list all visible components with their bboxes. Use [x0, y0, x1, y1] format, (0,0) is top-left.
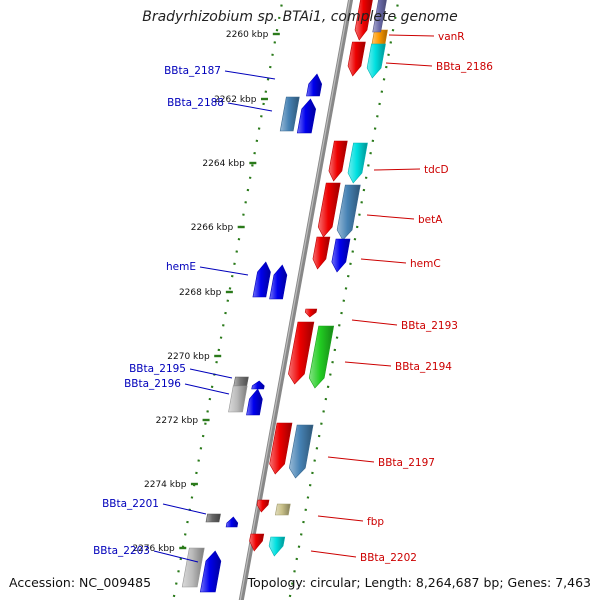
- callout-line: [227, 102, 273, 112]
- gene-label-right: vanR: [438, 31, 465, 43]
- gene-label-left: BBta_2187: [164, 65, 221, 77]
- gene-label-left: BBta_2188: [167, 97, 224, 109]
- genome-title: Bradyrhizobium sp. BTAi1, complete genom…: [142, 9, 458, 25]
- callout-line: [327, 456, 375, 463]
- gene-label-left: BBta_2203: [93, 545, 150, 557]
- gene-label-right: BBta_2194: [395, 361, 452, 373]
- gene-label-right: betA: [418, 214, 443, 226]
- callout-line: [224, 70, 276, 80]
- gene-arrow-bbta2201-blue: [225, 516, 239, 528]
- callout-line: [153, 550, 199, 563]
- gene-label-left: BBta_2201: [102, 498, 159, 510]
- scale-tick-label: 2274 kbp: [144, 480, 187, 490]
- topology-label: Topology: circular; Length: 8,264,687 bp…: [247, 575, 591, 590]
- scale-ring-inner: [172, 0, 284, 600]
- gene-arrow-bbta2195-gray: [233, 376, 249, 387]
- gene-arrow-hemE-blue-2: [269, 264, 288, 300]
- callout-line: [310, 550, 357, 558]
- gene-arrow-bbta2188-blue: [296, 98, 317, 134]
- genome-backbone: [238, 0, 354, 600]
- gene-arrow-vanR-region-red: [354, 0, 373, 41]
- gene-arrow-bbta2193-red: [304, 308, 318, 318]
- gene-arrow-bbta2188-steel: [279, 96, 300, 132]
- gene-arrow-bbta2186-cyan: [366, 43, 386, 79]
- gene-label-right: hemC: [410, 258, 441, 270]
- callout-line: [344, 361, 392, 367]
- gene-label-right: BBta_2202: [360, 552, 417, 564]
- callout-line: [199, 266, 249, 276]
- gene-arrow-vanR-region-navy: [372, 0, 387, 33]
- scale-tick-label: 2272 kbp: [156, 416, 199, 426]
- gene-arrow-betA-steel: [336, 184, 361, 241]
- gene-arrow-bbta2195-blue: [251, 380, 265, 390]
- gene-arrow-tdcD-red: [328, 140, 348, 182]
- gene-arrow-bbta2194-green: [308, 325, 335, 389]
- gene-layer: [181, 0, 388, 593]
- scale-tick-label: 2262 kbp: [214, 95, 257, 105]
- gene-arrow-hemC-red: [312, 236, 331, 270]
- scale-tick-label: 2270 kbp: [167, 352, 210, 362]
- callout-line: [360, 258, 407, 264]
- gene-label-left: BBta_2195: [129, 363, 186, 375]
- gene-arrow-bbta2197-red: [269, 422, 293, 475]
- callout-line: [373, 168, 421, 171]
- gene-arrow-bbta2202-cyan: [268, 536, 286, 557]
- gene-arrow-fbp-red: [256, 499, 270, 513]
- gene-arrow-bbta2194-red: [288, 321, 315, 385]
- gene-arrow-bbta2202-red: [249, 533, 265, 552]
- gene-label-right: BBta_2197: [378, 457, 435, 469]
- gene-label-right: BBta_2186: [436, 61, 493, 73]
- scale-ring-outer: [288, 0, 400, 600]
- scale-tick-label: 2276 kbp: [132, 544, 175, 554]
- gene-arrow-tdcD-cyan: [347, 142, 368, 184]
- callout-line: [388, 34, 435, 37]
- gene-arrow-bbta2196-silver: [228, 385, 248, 413]
- scale-tick-label: 2260 kbp: [226, 30, 269, 40]
- gene-label-left: BBta_2196: [124, 378, 181, 390]
- gene-label-right: BBta_2193: [401, 320, 458, 332]
- gene-arrow-bbta2186-red: [347, 41, 366, 77]
- scale-tick-label: 2266 kbp: [191, 223, 234, 233]
- callout-line: [162, 503, 207, 515]
- callout-line: [366, 214, 415, 220]
- gene-arrow-bbta2203-blue: [199, 550, 222, 593]
- gene-label-left: hemE: [166, 261, 196, 273]
- gene-arrow-hemE-blue-1: [252, 261, 271, 298]
- scale-tick-label: 2264 kbp: [202, 159, 245, 169]
- gene-arrow-fbp-khaki: [274, 503, 291, 516]
- callout-line: [385, 62, 433, 67]
- gene-arrow-betA-red: [317, 182, 341, 238]
- callout-line: [184, 383, 230, 395]
- gene-label-right: tdcD: [424, 164, 449, 176]
- gene-arrow-bbta2197-steel: [288, 424, 314, 479]
- gene-arrow-hemC-blue: [331, 238, 351, 273]
- gene-arrow-bbta2187-blue: [306, 73, 323, 97]
- callout-line: [351, 319, 398, 326]
- gene-label-right: fbp: [367, 516, 384, 528]
- callout-line: [189, 368, 233, 379]
- gene-arrow-bbta2196-blue: [246, 388, 263, 416]
- gene-arrow-bbta2201-gray: [205, 513, 221, 523]
- accession-label: Accession: NC_009485: [9, 575, 152, 590]
- callout-line: [317, 515, 364, 522]
- scale-tick-label: 2268 kbp: [179, 288, 222, 298]
- gene-arrow-bbta2203-silver: [181, 547, 205, 588]
